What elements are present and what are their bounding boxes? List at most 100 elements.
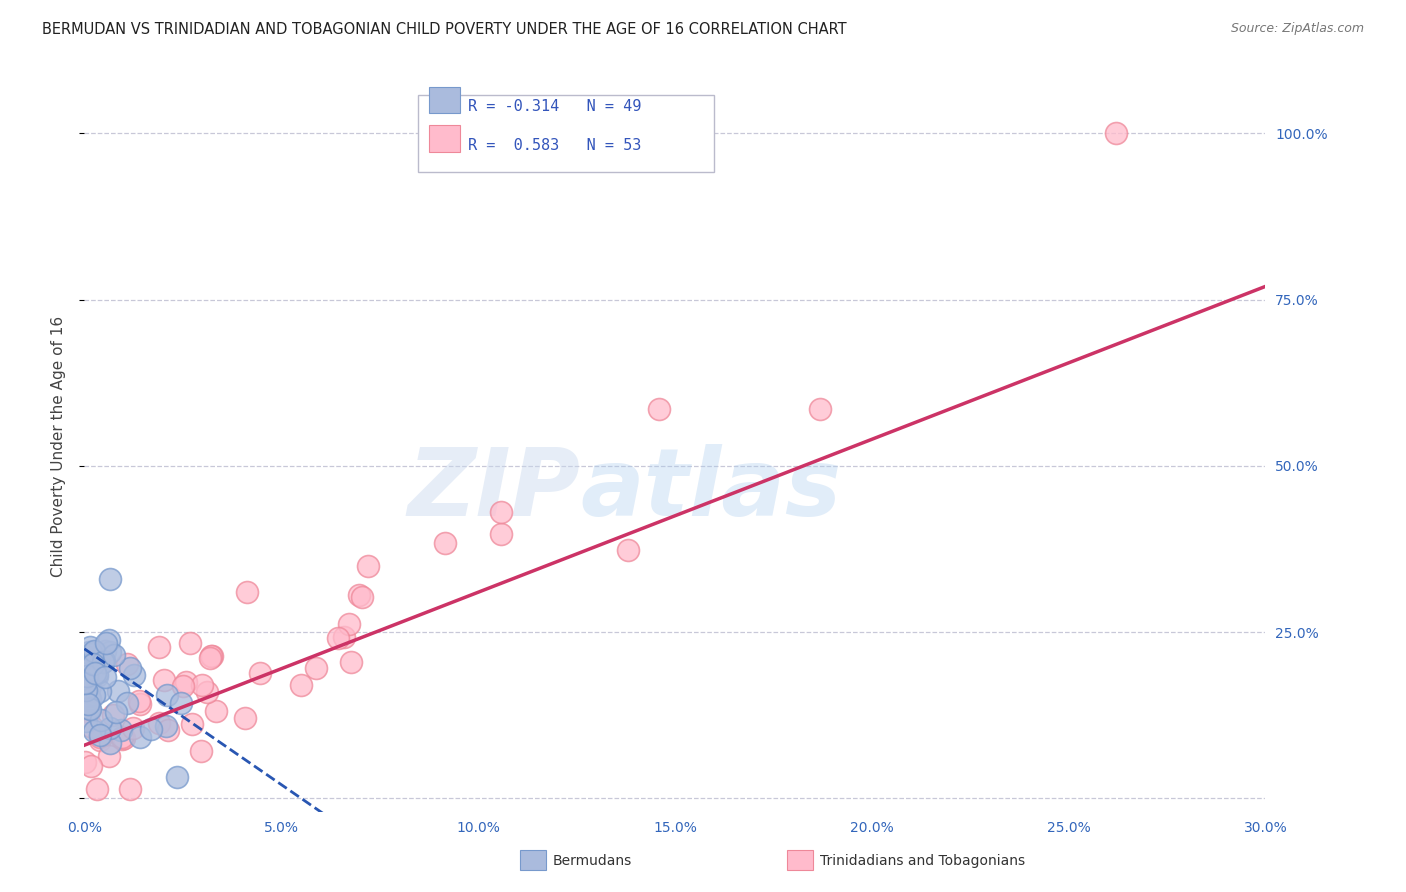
Point [808, 402, 831, 417]
Point [86, 669, 108, 683]
Point [82, 657, 104, 671]
Point [77, 700, 100, 714]
Point [111, 731, 134, 746]
Point [156, 688, 179, 702]
Point [350, 591, 373, 605]
Point [170, 696, 193, 710]
Point [236, 585, 259, 599]
Text: Trinidadians and Tobagonians: Trinidadians and Tobagonians [820, 854, 1025, 868]
Point [90, 713, 112, 727]
Point [195, 685, 218, 699]
Point [79, 705, 101, 719]
Text: BERMUDAN VS TRINIDADIAN AND TOBAGONIAN CHILD POVERTY UNDER THE AGE OF 16 CORRELA: BERMUDAN VS TRINIDADIAN AND TOBAGONIAN C… [42, 22, 846, 37]
Point [79, 692, 101, 706]
Point [97, 749, 120, 764]
Point [152, 673, 174, 687]
Point [148, 640, 170, 654]
Point [86, 781, 108, 796]
Point [115, 696, 138, 710]
Point [190, 744, 212, 758]
Point [120, 782, 142, 797]
Point [107, 684, 129, 698]
Point [128, 731, 150, 745]
Point [103, 708, 125, 723]
Point [94, 644, 117, 658]
Point [83, 688, 105, 702]
Point [110, 723, 132, 738]
Point [98, 572, 121, 586]
Point [166, 771, 188, 785]
Point [148, 715, 170, 730]
Point [77, 645, 100, 659]
Text: ZIP: ZIP [408, 444, 581, 536]
Text: atlas: atlas [581, 444, 842, 536]
Point [121, 721, 143, 735]
Point [357, 559, 380, 574]
Point [80, 758, 103, 772]
Point [233, 711, 256, 725]
Point [489, 505, 512, 519]
Point [80, 647, 103, 661]
Point [91, 655, 114, 669]
Point [129, 698, 152, 712]
Point [75, 714, 97, 728]
Point [76, 669, 98, 683]
Point [328, 631, 350, 645]
Point [93, 654, 115, 668]
Point [1105, 127, 1128, 141]
Point [489, 527, 512, 541]
Point [111, 731, 134, 745]
Point [75, 755, 97, 769]
Point [128, 694, 150, 708]
Point [305, 661, 328, 675]
Point [201, 649, 224, 664]
Point [89, 647, 111, 661]
Point [204, 704, 226, 718]
Point [190, 678, 212, 692]
Point [122, 667, 145, 681]
Point [89, 730, 111, 744]
Point [333, 631, 356, 645]
Point [79, 702, 101, 716]
Point [98, 633, 121, 648]
Point [86, 665, 108, 680]
Point [249, 666, 271, 681]
Point [79, 679, 101, 693]
Point [155, 719, 177, 733]
Y-axis label: Child Poverty Under the Age of 16: Child Poverty Under the Age of 16 [51, 316, 66, 576]
Point [75, 657, 97, 672]
Point [79, 640, 101, 654]
Point [75, 682, 97, 697]
Point [179, 636, 201, 650]
Point [75, 668, 97, 682]
Point [83, 665, 105, 680]
Point [616, 543, 638, 558]
Point [200, 648, 222, 663]
Point [98, 721, 121, 735]
Point [290, 678, 312, 692]
Point [77, 689, 100, 703]
Text: Source: ZipAtlas.com: Source: ZipAtlas.com [1230, 22, 1364, 36]
Point [433, 536, 456, 550]
Point [112, 731, 135, 745]
Text: R = -0.314   N = 49: R = -0.314 N = 49 [468, 99, 641, 114]
Point [118, 661, 141, 675]
Point [83, 724, 105, 739]
Point [176, 675, 198, 690]
Point [75, 676, 97, 690]
Point [180, 717, 202, 731]
Point [89, 732, 111, 747]
Point [103, 648, 125, 662]
Point [77, 697, 100, 711]
Point [98, 736, 121, 750]
Point [93, 670, 115, 684]
Point [198, 650, 221, 665]
Point [337, 617, 360, 632]
Point [349, 588, 371, 602]
Point [83, 644, 105, 658]
Text: R =  0.583   N = 53: R = 0.583 N = 53 [468, 138, 641, 153]
Point [100, 644, 122, 658]
Point [89, 683, 111, 698]
Point [89, 728, 111, 742]
Point [115, 657, 138, 671]
